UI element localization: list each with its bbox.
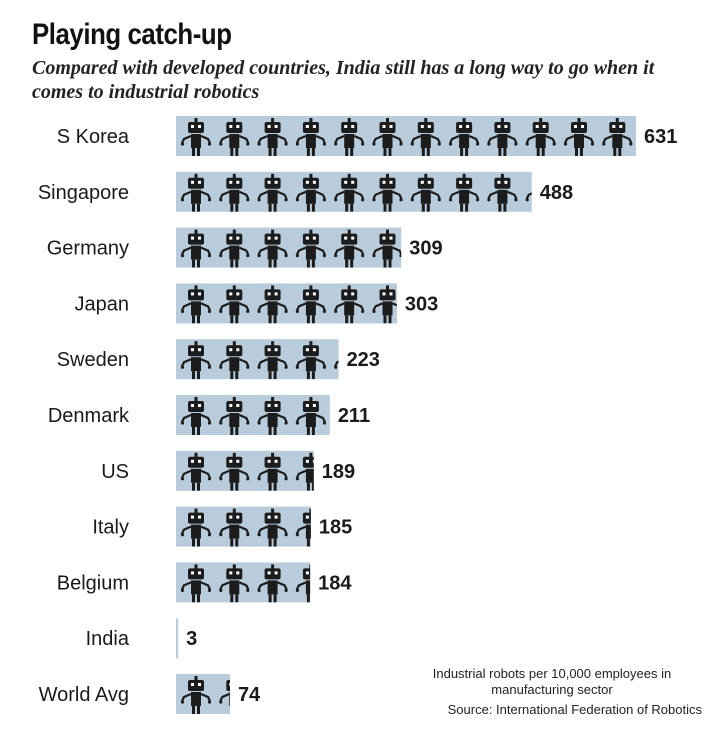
bar-row: Belgium 184 xyxy=(57,562,352,603)
bar-row: Japan 303 xyxy=(75,283,438,324)
bar-row: Sweden 223 xyxy=(57,339,380,380)
value-label: 488 xyxy=(540,182,573,204)
category-label: Japan xyxy=(75,293,130,315)
category-label: Germany xyxy=(47,238,129,260)
value-label: 185 xyxy=(319,517,352,539)
category-label: Belgium xyxy=(57,572,129,594)
category-label: Denmark xyxy=(48,405,130,427)
value-label: 223 xyxy=(347,349,380,371)
value-label: 189 xyxy=(322,461,355,483)
category-label: World Avg xyxy=(39,684,129,706)
value-label: 211 xyxy=(338,405,370,427)
category-label: Sweden xyxy=(57,349,129,371)
bar-row: Denmark 211 xyxy=(48,395,370,435)
bar-row: Germany 309 xyxy=(47,227,443,268)
chart-source: Source: International Federation of Robo… xyxy=(447,702,702,717)
bar-row: US 189 xyxy=(101,450,355,491)
category-label: US xyxy=(101,461,129,483)
bar-row: Singapore 488 xyxy=(38,171,573,212)
chart-title: Playing catch-up xyxy=(32,18,232,51)
bar-row: Italy 185 xyxy=(92,506,352,547)
bar-row: S Korea 631 xyxy=(57,116,677,156)
category-label: Singapore xyxy=(38,182,129,204)
bar-row: World Avg 74 xyxy=(39,674,261,714)
category-label: S Korea xyxy=(57,126,130,148)
bar xyxy=(176,283,397,324)
value-label: 631 xyxy=(644,126,677,148)
value-label: 309 xyxy=(409,238,442,260)
bar-row: India 3 xyxy=(86,618,197,659)
bar xyxy=(176,116,636,156)
category-label: India xyxy=(86,628,130,650)
value-label: 74 xyxy=(238,684,261,706)
value-label: 303 xyxy=(405,293,438,315)
value-label: 184 xyxy=(318,572,352,594)
chart-subtitle: Compared with developed countries, India… xyxy=(32,57,655,103)
chart-note: Industrial robots per 10,000 employees i… xyxy=(432,666,672,697)
value-label: 3 xyxy=(186,628,197,650)
bar xyxy=(176,227,402,268)
bar xyxy=(176,618,179,659)
category-label: Italy xyxy=(92,517,129,539)
